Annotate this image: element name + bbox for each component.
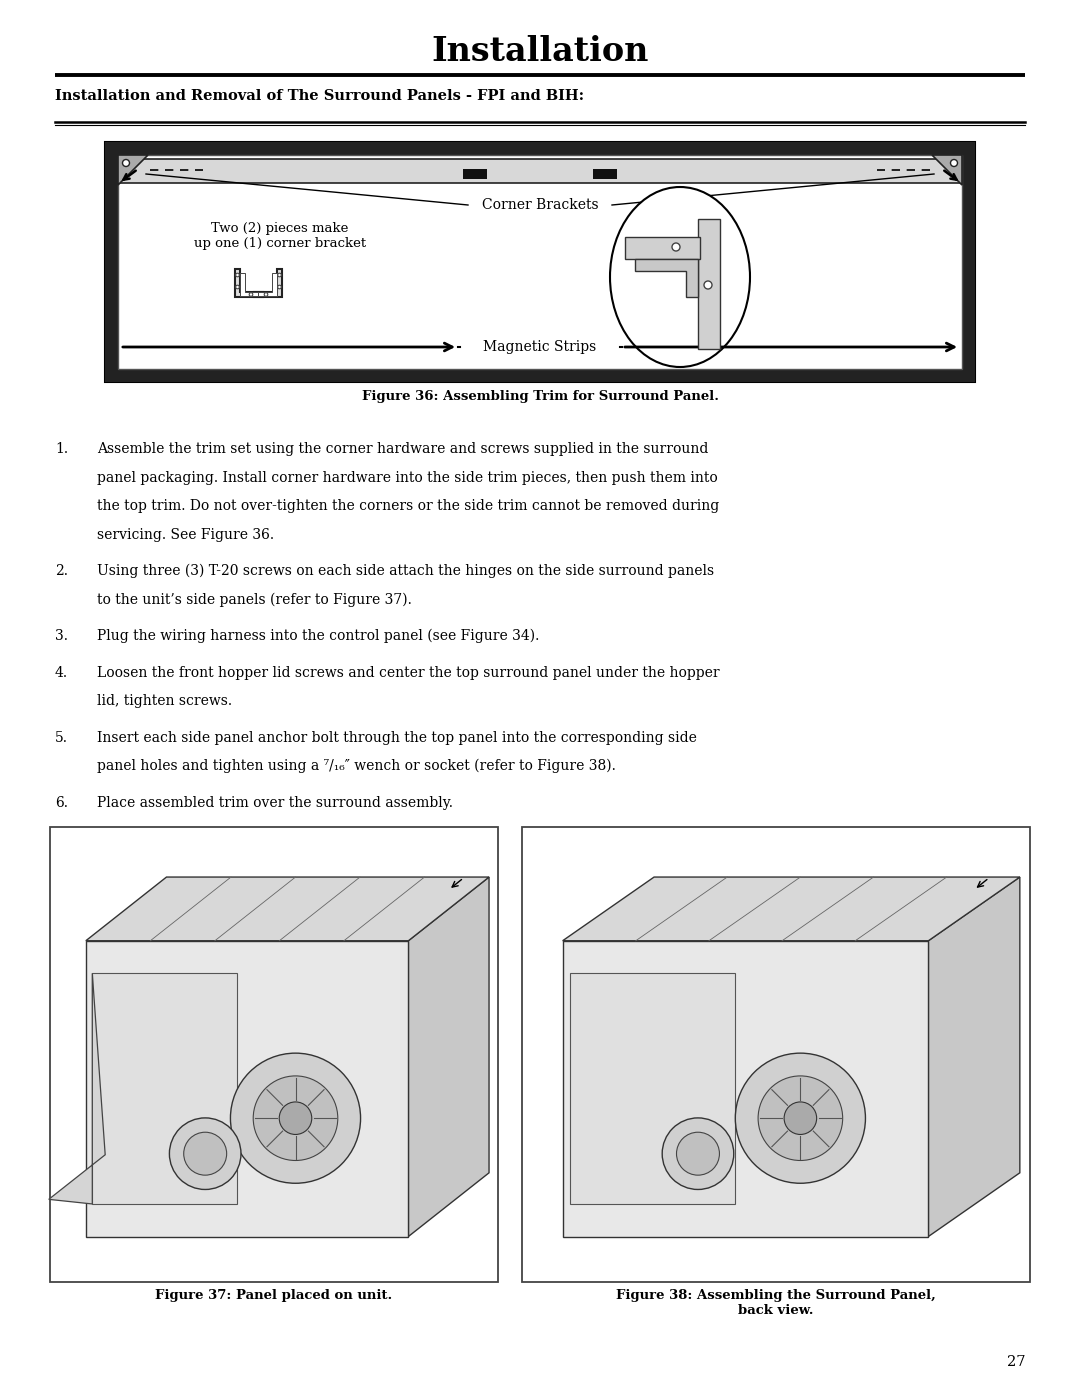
Polygon shape [408, 877, 489, 1236]
Circle shape [184, 1132, 227, 1175]
Text: Figure 36: Assembling Trim for Surround Panel.: Figure 36: Assembling Trim for Surround … [362, 390, 718, 402]
Text: 27: 27 [1007, 1355, 1025, 1369]
Circle shape [278, 274, 281, 277]
Text: Corner Brackets: Corner Brackets [482, 198, 598, 212]
Circle shape [230, 1053, 361, 1183]
Bar [105, 142, 975, 155]
Bar [92, 974, 238, 1204]
Circle shape [249, 293, 253, 296]
Polygon shape [635, 258, 698, 298]
Circle shape [735, 1053, 865, 1183]
Bar [625, 237, 700, 258]
Circle shape [235, 285, 240, 289]
Circle shape [170, 1118, 241, 1189]
Text: 6.: 6. [55, 795, 68, 809]
Bar [85, 940, 408, 1236]
Circle shape [704, 281, 712, 289]
Bar [463, 169, 487, 179]
Text: panel packaging. Install corner hardware into the side trim pieces, then push th: panel packaging. Install corner hardware… [97, 471, 718, 485]
Bar [105, 369, 975, 381]
Circle shape [672, 243, 680, 251]
Text: 1.: 1. [55, 441, 68, 455]
Polygon shape [254, 270, 282, 298]
Text: 4.: 4. [55, 665, 68, 679]
Polygon shape [258, 272, 276, 296]
Ellipse shape [610, 187, 750, 367]
Bar [698, 219, 720, 349]
Text: Assemble the trim set using the corner hardware and screws supplied in the surro: Assemble the trim set using the corner h… [97, 441, 708, 455]
Bar [593, 169, 617, 179]
Text: Using three (3) T-20 screws on each side attach the hinges on the side surround : Using three (3) T-20 screws on each side… [97, 564, 714, 578]
Bar [522, 827, 1030, 1282]
Text: Loosen the front hopper lid screws and center the top surround panel under the h: Loosen the front hopper lid screws and c… [97, 665, 719, 679]
Circle shape [758, 1076, 842, 1161]
Text: Place assembled trim over the surround assembly.: Place assembled trim over the surround a… [97, 795, 453, 809]
Polygon shape [932, 155, 962, 184]
Text: the top trim. Do not over-tighten the corners or the side trim cannot be removed: the top trim. Do not over-tighten the co… [97, 499, 719, 513]
Bar [105, 142, 975, 381]
Text: Insert each side panel anchor bolt through the top panel into the corresponding : Insert each side panel anchor bolt throu… [97, 731, 697, 745]
Circle shape [676, 1132, 719, 1175]
Text: Figure 37: Panel placed on unit.: Figure 37: Panel placed on unit. [156, 1289, 393, 1302]
Bar [570, 974, 734, 1204]
Bar [50, 827, 498, 1282]
Bar [105, 142, 118, 381]
Bar [118, 155, 962, 369]
Polygon shape [563, 877, 1020, 940]
Circle shape [784, 1102, 816, 1134]
Polygon shape [120, 159, 960, 183]
Text: Magnetic Strips: Magnetic Strips [484, 339, 596, 353]
Text: to the unit’s side panels (refer to Figure 37).: to the unit’s side panels (refer to Figu… [97, 592, 411, 606]
Text: servicing. See Figure 36.: servicing. See Figure 36. [97, 528, 274, 542]
Text: 3.: 3. [55, 629, 68, 643]
Bar [962, 142, 975, 381]
Text: Figure 38: Assembling the Surround Panel,
back view.: Figure 38: Assembling the Surround Panel… [616, 1289, 936, 1317]
Circle shape [278, 285, 281, 289]
Text: panel holes and tighten using a ⁷/₁₆″ wench or socket (refer to Figure 38).: panel holes and tighten using a ⁷/₁₆″ we… [97, 759, 616, 774]
Text: Installation: Installation [431, 35, 649, 68]
Text: lid, tighten screws.: lid, tighten screws. [97, 694, 232, 708]
Circle shape [662, 1118, 733, 1189]
Circle shape [235, 274, 240, 277]
Circle shape [253, 1076, 338, 1161]
Polygon shape [235, 270, 264, 298]
Bar [563, 940, 929, 1236]
Polygon shape [240, 272, 259, 296]
Polygon shape [118, 155, 148, 184]
Circle shape [265, 293, 268, 296]
Circle shape [122, 159, 130, 166]
Text: Plug the wiring harness into the control panel (see Figure 34).: Plug the wiring harness into the control… [97, 629, 539, 644]
Text: 5.: 5. [55, 731, 68, 745]
Text: 2.: 2. [55, 564, 68, 578]
Polygon shape [49, 974, 105, 1204]
Polygon shape [85, 877, 489, 940]
Polygon shape [929, 877, 1020, 1236]
Text: Two (2) pieces make
up one (1) corner bracket: Two (2) pieces make up one (1) corner br… [194, 222, 366, 250]
Text: Installation and Removal of The Surround Panels - FPI and BIH:: Installation and Removal of The Surround… [55, 89, 584, 103]
Circle shape [280, 1102, 312, 1134]
Circle shape [950, 159, 958, 166]
